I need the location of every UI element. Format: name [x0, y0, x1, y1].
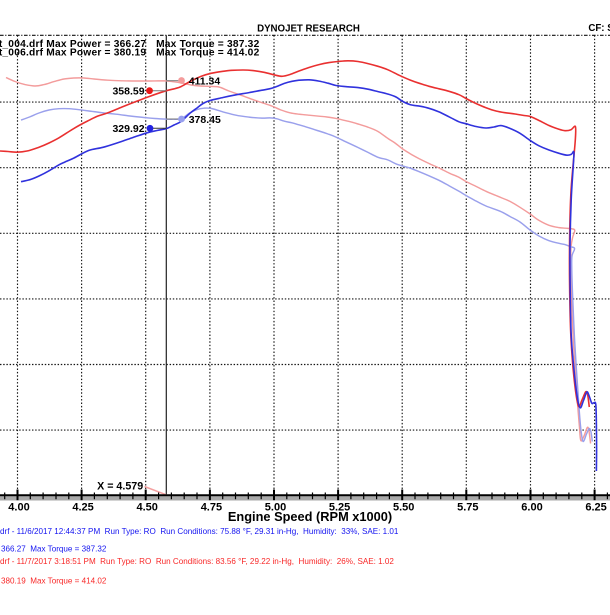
- svg-text:CF: SA: CF: SA: [588, 23, 610, 34]
- svg-text:Max Torque = 414.02: Max Torque = 414.02: [156, 48, 259, 59]
- svg-text:329.92: 329.92: [112, 123, 144, 135]
- svg-text:4.25: 4.25: [72, 502, 93, 514]
- svg-text:358.59: 358.59: [112, 85, 144, 97]
- svg-text:366.27 Max Torque = 387.32: 366.27 Max Torque = 387.32: [1, 544, 107, 553]
- svg-text:t_006.drf Max Power = 380.19: t_006.drf Max Power = 380.19: [0, 48, 146, 59]
- svg-text:4.50: 4.50: [136, 502, 157, 514]
- svg-text:Engine Speed (RPM x1000): Engine Speed (RPM x1000): [228, 509, 392, 524]
- svg-text:380.19 Max Torque = 414.02: 380.19 Max Torque = 414.02: [1, 577, 107, 586]
- svg-text:t_004.drf Max Power = 366.27: t_004.drf Max Power = 366.27: [0, 39, 146, 50]
- svg-text:DYNOJET RESEARCH: DYNOJET RESEARCH: [257, 23, 360, 34]
- svg-text:378.45: 378.45: [189, 114, 221, 126]
- svg-text:4.00: 4.00: [8, 502, 29, 514]
- svg-text:5.25: 5.25: [329, 502, 350, 514]
- svg-text:X = 4.579: X = 4.579: [97, 480, 143, 492]
- svg-text:411.34: 411.34: [189, 76, 221, 88]
- svg-text:6.00: 6.00: [521, 502, 542, 514]
- svg-text:5.75: 5.75: [457, 502, 478, 514]
- svg-text:6.25: 6.25: [585, 502, 606, 514]
- svg-text:drf - 11/6/2017 12:44:37 PM R: drf - 11/6/2017 12:44:37 PM Run Type: RO…: [0, 527, 399, 536]
- svg-text:5.50: 5.50: [393, 502, 414, 514]
- svg-text:5.00: 5.00: [265, 502, 286, 514]
- svg-text:4.75: 4.75: [201, 502, 222, 514]
- svg-text:Max Torque = 387.32: Max Torque = 387.32: [156, 39, 259, 50]
- svg-text:drf - 11/7/2017 3:18:51 PM Ru: drf - 11/7/2017 3:18:51 PM Run Type: RO …: [0, 557, 394, 566]
